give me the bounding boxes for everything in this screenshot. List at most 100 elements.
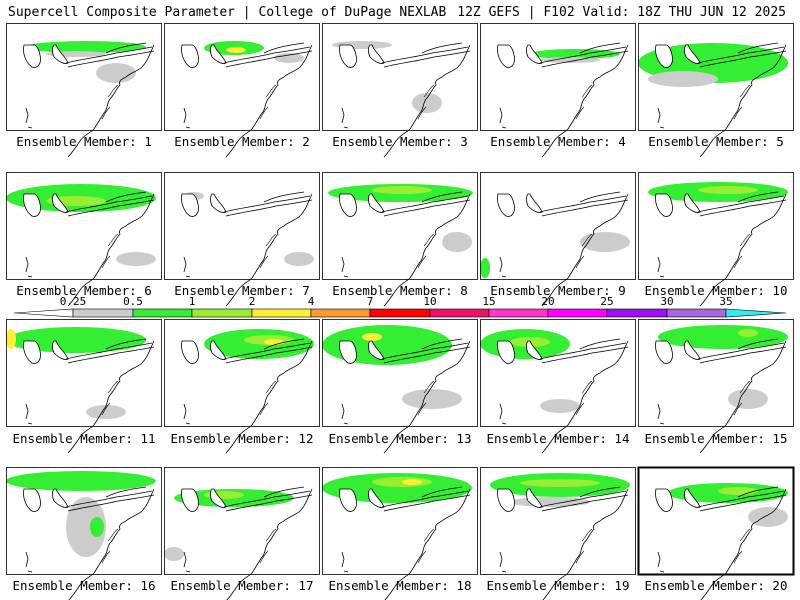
map-frame (6, 23, 162, 131)
member-label-20: Ensemble Member: 20 (644, 578, 788, 593)
scp-shading (274, 53, 304, 63)
map-frame (322, 23, 478, 131)
member-label-19: Ensemble Member: 19 (486, 578, 630, 593)
member-map-17 (164, 467, 320, 600)
map-frame (164, 319, 320, 427)
colorbar-tick-label: 0.5 (123, 295, 143, 308)
member-label-2: Ensemble Member: 2 (174, 134, 310, 149)
scp-shading (698, 186, 758, 194)
colorbar-tick-label: 15 (482, 295, 496, 308)
member-map-12 (164, 319, 320, 454)
scp-shading (116, 252, 156, 266)
member-label-10: Ensemble Member: 10 (644, 283, 788, 298)
scp-shading (204, 491, 244, 499)
colorbar-segment (310, 308, 371, 318)
map-frame (638, 172, 794, 280)
scp-shading (6, 329, 16, 349)
map-frame (638, 319, 794, 427)
colorbar-tick-label: 35 (719, 295, 733, 308)
colorbar-tick-label: 4 (307, 295, 315, 308)
scp-shading (412, 93, 442, 113)
map-frame (638, 23, 794, 131)
member-label-5: Ensemble Member: 5 (648, 134, 784, 149)
colorbar-segment (251, 308, 312, 318)
member-label-14: Ensemble Member: 14 (486, 431, 630, 446)
map-frame (164, 23, 320, 131)
map-frame (322, 467, 478, 575)
panels-layer (6, 23, 795, 600)
scp-shading (402, 479, 422, 485)
colorbar-tick-label: 1 (188, 295, 196, 308)
header-right-title: 12Z GEFS | F102 Valid: 18Z THU JUN 12 20… (457, 5, 786, 20)
member-label-8: Ensemble Member: 8 (332, 283, 468, 298)
colorbar-right-arrow (725, 308, 787, 318)
scp-shading (66, 497, 106, 557)
colorbar-tick-label: 2 (248, 295, 256, 308)
scp-shading (90, 517, 104, 537)
map-frame (480, 467, 636, 575)
colorbar-left-arrow (13, 308, 74, 318)
scp-shading (520, 479, 600, 487)
map-frame (164, 467, 320, 575)
member-map-16 (6, 467, 162, 600)
member-map-9 (480, 172, 636, 307)
map-frame (480, 172, 636, 280)
member-label-17: Ensemble Member: 17 (170, 578, 314, 593)
member-map-1 (6, 23, 162, 158)
scp-shading (510, 497, 590, 507)
member-label-7: Ensemble Member: 7 (174, 283, 310, 298)
map-background (322, 23, 478, 131)
scp-shading (402, 389, 462, 409)
member-map-15 (638, 319, 794, 454)
scp-shading (718, 487, 758, 495)
colorbar-segment (666, 308, 727, 318)
scp-shading (540, 57, 600, 63)
colorbar-segment (606, 308, 668, 318)
scp-shading (738, 329, 758, 337)
scp-shading (540, 399, 580, 413)
member-label-18: Ensemble Member: 18 (328, 578, 472, 593)
scp-shading (226, 47, 246, 53)
colorbar-tick-label: 25 (600, 295, 614, 308)
colorbar-tick-label: 7 (366, 295, 374, 308)
member-label-11: Ensemble Member: 11 (12, 431, 156, 446)
scp-shading (264, 339, 284, 345)
colorbar-segment (191, 308, 253, 318)
colorbar-segment (132, 308, 193, 318)
member-map-11 (6, 319, 162, 454)
member-map-3 (322, 23, 478, 158)
map-frame (480, 319, 636, 427)
scp-shading (362, 333, 382, 341)
scp-shading (284, 252, 314, 266)
member-label-16: Ensemble Member: 16 (12, 578, 156, 593)
member-map-18 (322, 467, 478, 600)
colorbar-tick-label: 30 (660, 295, 674, 308)
member-map-19 (480, 467, 636, 600)
member-map-4 (480, 23, 636, 158)
scp-shading (480, 258, 490, 278)
map-frame (6, 467, 162, 575)
colorbar-segment (72, 308, 134, 318)
scp-shading (164, 547, 184, 561)
map-frame (6, 319, 162, 427)
scp-shading (728, 389, 768, 409)
map-frame (322, 319, 478, 427)
colorbar-tick-label: 10 (423, 295, 437, 308)
member-map-10 (638, 172, 794, 307)
header-left-title: Supercell Composite Parameter | College … (8, 5, 447, 20)
member-label-13: Ensemble Member: 13 (328, 431, 472, 446)
member-label-9: Ensemble Member: 9 (490, 283, 626, 298)
member-label-15: Ensemble Member: 15 (644, 431, 788, 446)
map-frame (637, 466, 795, 576)
scp-shading (372, 186, 432, 194)
colorbar-segment (429, 308, 490, 318)
colorbar-tick-label: 0.25 (59, 295, 87, 308)
member-map-14 (480, 319, 636, 454)
member-map-20 (637, 466, 795, 600)
scp-shading (580, 232, 630, 252)
map-background (480, 172, 636, 280)
member-map-8 (322, 172, 478, 307)
member-label-4: Ensemble Member: 4 (490, 134, 626, 149)
member-label-3: Ensemble Member: 3 (332, 134, 468, 149)
